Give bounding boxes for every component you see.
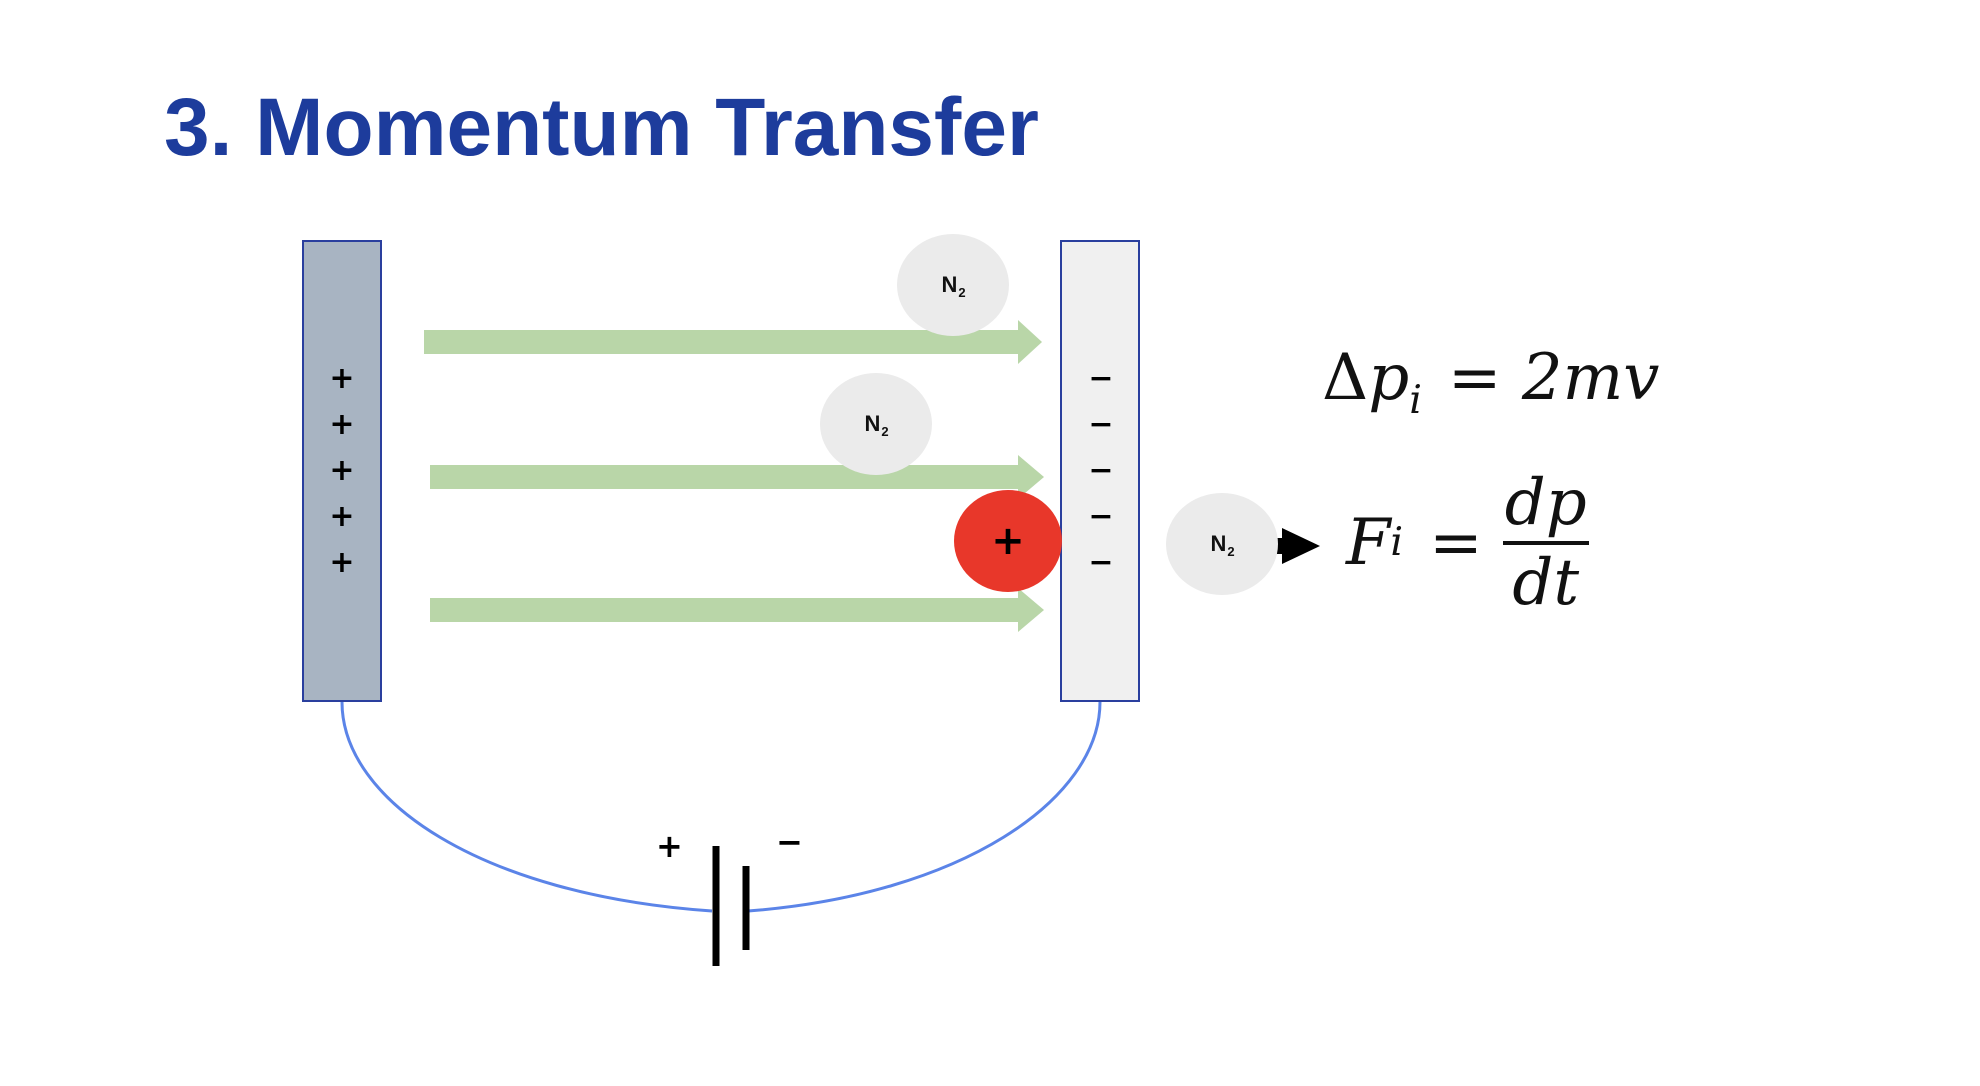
momentum-variable: p (1368, 341, 1410, 415)
field-arrow-middle (430, 455, 1044, 499)
positive-charge-sign: + (329, 499, 355, 534)
circuit-wire-right (747, 701, 1102, 913)
positive-ion: + (954, 490, 1062, 592)
negative-charge-sign: − (1088, 407, 1114, 442)
fraction-numerator: dp (1504, 466, 1587, 540)
force-variable: F (1346, 506, 1391, 580)
field-arrow-bottom (430, 588, 1044, 632)
n2-molecule-label: N (941, 272, 958, 297)
fraction-denominator: dt (1512, 546, 1580, 620)
derivative-fraction: dp dt (1501, 471, 1591, 615)
ion-charge-sign: + (991, 518, 1025, 564)
equals-sign: = (1447, 341, 1502, 415)
battery-negative-sign: − (776, 823, 803, 861)
positive-charge-sign: + (329, 545, 355, 580)
positive-charge-sign: + (329, 361, 355, 396)
negative-charge-sign: − (1088, 453, 1114, 488)
positive-charge-sign: + (329, 407, 355, 442)
fraction-bar (1502, 541, 1589, 545)
momentum-subscript: i (1409, 376, 1422, 423)
field-arrow-top (424, 320, 1042, 364)
negative-charge-sign: − (1088, 361, 1114, 396)
delta-symbol: Δ (1322, 341, 1369, 415)
n2-molecule-label: N (864, 411, 881, 436)
negative-charge-sign: − (1088, 545, 1114, 580)
negative-charge-sign: − (1088, 499, 1114, 534)
slide-title: 3. Momentum Transfer (164, 82, 1039, 173)
battery-positive-sign: + (656, 827, 683, 865)
n2-molecule-label: N (1210, 531, 1227, 556)
n2-molecule-subscript: 2 (881, 423, 889, 439)
negative-electrode-plate (1060, 240, 1140, 702)
momentum-change-equation: Δpi = 2mv (1322, 346, 1659, 421)
circuit-wire-left (340, 701, 713, 913)
equals-sign: = (1429, 506, 1483, 580)
momentum-rhs: 2mv (1521, 341, 1660, 415)
positive-charge-sign: + (329, 453, 355, 488)
n2-molecule-subscript: 2 (958, 284, 966, 300)
positive-electrode-plate (302, 240, 382, 702)
n2-molecule-subscript: 2 (1227, 543, 1235, 559)
force-subscript: i (1390, 519, 1404, 566)
